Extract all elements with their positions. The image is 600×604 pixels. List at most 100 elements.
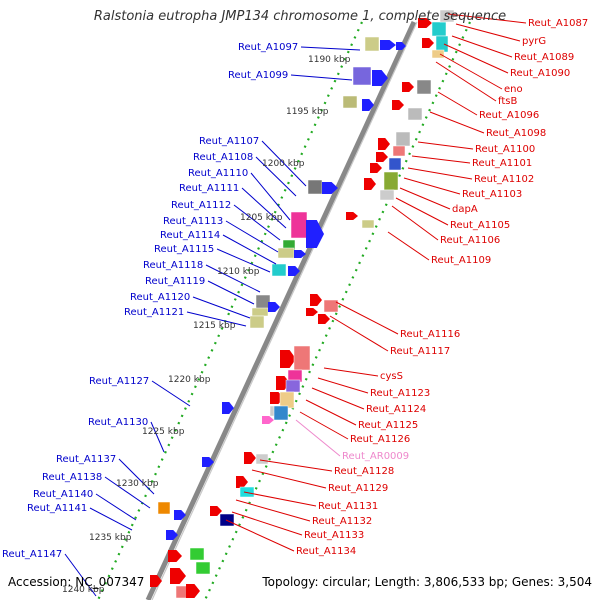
left-gene-label[interactable]: Reut_A1120 — [130, 292, 190, 303]
right-gene-label[interactable]: Reut_A1100 — [475, 144, 535, 155]
right-gene-label[interactable]: Reut_A1124 — [366, 404, 426, 415]
right-gene-label[interactable]: Reut_A1123 — [370, 388, 430, 399]
left-gene-label[interactable]: Reut_A1127 — [89, 376, 149, 387]
left-gene-label[interactable]: Reut_A1115 — [154, 244, 214, 255]
right-gene-label[interactable]: Reut_A1102 — [474, 174, 534, 185]
feature-block — [431, 21, 447, 37]
tick-label: 1195 kbp — [286, 107, 329, 117]
right-gene-label[interactable]: pyrG — [522, 36, 546, 47]
left-gene-label[interactable]: Reut_A1118 — [143, 260, 203, 271]
feature-block — [416, 79, 432, 95]
kbp-ticks: 1190 kbp 1195 kbp 1200 kbp 1205 kbp 1210 kbp… — [62, 55, 351, 595]
right-gene-label[interactable]: Reut_A1131 — [318, 501, 378, 512]
feature-arrow — [170, 568, 186, 584]
chromosome-backbone — [145, 20, 418, 602]
left-gene-label[interactable]: Reut_A1141 — [27, 503, 87, 514]
accession-text: Accession: NC_007347 — [8, 575, 145, 589]
right-gene-label[interactable]: Reut_A1117 — [390, 346, 450, 357]
feature-block — [439, 9, 455, 23]
feature-arrow — [310, 294, 322, 306]
tick-label: 1200 kbp — [262, 159, 305, 169]
tick-label: 1220 kbp — [168, 375, 211, 385]
left-gene-label[interactable]: Reut_A1137 — [56, 454, 116, 465]
feature-block — [435, 35, 449, 53]
feature-glyphs — [150, 9, 455, 599]
feature-arrow — [372, 70, 388, 86]
right-gene-label[interactable]: Reut_A1106 — [440, 235, 500, 246]
leader-line — [241, 187, 287, 229]
feature-arrow — [280, 350, 296, 368]
feature-block — [255, 453, 269, 465]
right-gene-label[interactable]: Reut_A1096 — [479, 110, 539, 121]
right-gene-label[interactable]: ftsB — [498, 96, 517, 107]
feature-block — [290, 211, 308, 239]
leader-line — [437, 91, 478, 116]
feature-arrow — [202, 457, 214, 467]
feature-block — [279, 391, 295, 409]
leader-line — [290, 74, 353, 81]
left-gene-label[interactable]: Reut_A1140 — [33, 489, 93, 500]
left-gene-label[interactable]: Reut_A1099 — [228, 70, 288, 81]
feature-arrow — [186, 584, 200, 598]
right-gene-label[interactable]: Reut_A1087 — [528, 18, 588, 29]
feature-block — [239, 486, 255, 498]
feature-block — [323, 299, 339, 313]
right-gene-label[interactable]: Reut_A1098 — [486, 128, 546, 139]
leader-line — [261, 140, 307, 187]
leader-line — [64, 553, 97, 597]
right-gene-label[interactable]: Reut_A1090 — [510, 68, 570, 79]
feature-arrow — [168, 550, 182, 562]
feature-arrow — [346, 212, 358, 220]
feature-arrow — [294, 250, 306, 258]
feature-block — [157, 501, 171, 515]
right-gene-label[interactable]: eno — [504, 84, 523, 95]
right-gene-label[interactable]: dapA — [452, 204, 478, 215]
right-gene-label[interactable]: Reut_A1125 — [358, 420, 418, 431]
left-gene-label[interactable]: Reut_A1114 — [160, 230, 220, 241]
left-gene-label[interactable]: Reut_A1110 — [188, 168, 248, 179]
right-gene-label[interactable]: Reut_A1128 — [334, 466, 394, 477]
left-gene-label[interactable]: Reut_A1107 — [199, 136, 259, 147]
right-gene-label[interactable]: cysS — [380, 371, 403, 382]
leader-line — [222, 234, 277, 265]
feature-block — [342, 95, 358, 109]
left-gene-label[interactable]: Reut_A1138 — [42, 472, 102, 483]
right-gene-label[interactable]: Reut_A1116 — [400, 329, 460, 340]
right-gene-label[interactable]: Reut_A1105 — [450, 220, 510, 231]
feature-arrow — [370, 163, 382, 173]
right-gene-label[interactable]: Reut_A1132 — [312, 516, 372, 527]
leader-line — [151, 380, 191, 407]
left-gene-label[interactable]: Reut_A1108 — [193, 152, 253, 163]
left-gene-label[interactable]: Reut_A1130 — [88, 417, 148, 428]
right-gene-label[interactable]: Reut_A1126 — [350, 434, 410, 445]
right-gene-label[interactable]: Reut_AR0009 — [342, 451, 409, 462]
leader-line — [259, 459, 333, 472]
leader-line — [95, 493, 137, 521]
right-gene-label[interactable]: Reut_A1129 — [328, 483, 388, 494]
left-gene-label[interactable]: Reut_A1097 — [238, 42, 298, 53]
right-gene-label[interactable]: Reut_A1089 — [514, 52, 574, 63]
feature-block — [277, 247, 295, 259]
left-gene-label[interactable]: Reut_A1119 — [145, 276, 205, 287]
tick-label: 1205 kbp — [240, 213, 283, 223]
feature-arrow — [376, 152, 388, 162]
leader-line — [403, 177, 461, 195]
leader-line — [150, 421, 165, 453]
leader-line — [225, 519, 295, 552]
left-gene-label[interactable]: Reut_A1113 — [163, 216, 223, 227]
left-gene-label[interactable]: Reut_A1121 — [124, 307, 184, 318]
right-gene-label[interactable]: Reut_A1101 — [472, 158, 532, 169]
right-gene-label[interactable]: Reut_A1109 — [431, 255, 491, 266]
feature-block — [379, 189, 395, 201]
left-gene-label[interactable]: Reut_A1112 — [171, 200, 231, 211]
leader-line — [225, 220, 279, 253]
right-gene-label[interactable]: Reut_A1103 — [462, 189, 522, 200]
right-gene-label[interactable]: Reut_A1134 — [296, 546, 356, 557]
right-gene-label[interactable]: Reut_A1133 — [304, 530, 364, 541]
feature-block — [273, 405, 289, 421]
feature-block — [251, 307, 269, 317]
left-gene-label[interactable]: Reut_A1111 — [179, 183, 239, 194]
left-gene-label[interactable]: Reut_A1147 — [2, 549, 62, 560]
leader-line — [235, 499, 311, 522]
